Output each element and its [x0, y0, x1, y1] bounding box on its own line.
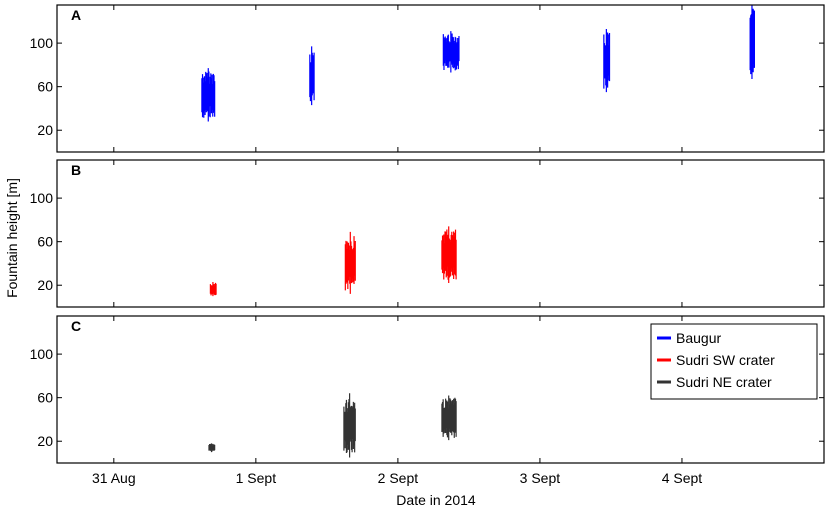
panels-layer: 20 60 100 A 20 60 100 B 20 60 100 C [30, 4, 825, 464]
panel-frame [56, 315, 825, 464]
panel-label: B [71, 162, 81, 178]
y-tick-label: 100 [30, 346, 54, 362]
episode-c-3 [441, 395, 457, 441]
y-tick-label: 60 [37, 234, 53, 250]
legend: Baugur Sudri SW crater Sudri NE crater [650, 323, 818, 400]
y-tick-label: 20 [37, 122, 53, 138]
episode-a-1 [201, 68, 216, 122]
legend-box [650, 323, 818, 400]
panel-label: C [71, 318, 81, 334]
y-tick-label: 100 [30, 190, 54, 206]
episode-c-2 [343, 393, 356, 458]
x-tick-label: 2 Sept [378, 470, 419, 486]
y-axis-title: Fountain height [m] [4, 178, 20, 298]
panel-frame [56, 159, 825, 308]
panel-b: 20 60 100 B [30, 159, 825, 308]
episode-b-2 [344, 231, 356, 294]
episode-a-5 [749, 5, 755, 80]
episode-b-1 [209, 281, 217, 297]
legend-entry: Sudri SW crater [676, 352, 775, 368]
x-tick-label: 3 Sept [520, 470, 561, 486]
panel-frame [56, 4, 825, 153]
x-axis: 31 Aug 1 Sept 2 Sept 3 Sept 4 Sept [92, 470, 702, 486]
episode-group [201, 5, 755, 122]
episode-group [209, 226, 457, 297]
x-axis-title: Date in 2014 [396, 492, 476, 508]
panel-a: 20 60 100 A [30, 4, 825, 153]
episode-c-1 [208, 443, 216, 453]
x-tick-label: 4 Sept [662, 470, 703, 486]
y-tick-label: 20 [37, 277, 53, 293]
legend-entry: Baugur [676, 330, 721, 346]
y-tick-label: 60 [37, 390, 53, 406]
episode-a-3 [442, 31, 460, 73]
x-tick-label: 31 Aug [92, 470, 136, 486]
episode-a-4 [603, 28, 611, 93]
panel-c: 20 60 100 C [30, 315, 825, 464]
legend-entry: Sudri NE crater [676, 374, 772, 390]
episode-group [208, 393, 457, 458]
x-tick-label: 1 Sept [236, 470, 277, 486]
y-tick-label: 100 [30, 35, 54, 51]
y-tick-label: 60 [37, 79, 53, 95]
episode-a-2 [309, 46, 315, 106]
panel-label: A [71, 7, 81, 23]
y-tick-label: 20 [37, 433, 53, 449]
episode-b-3 [441, 226, 457, 284]
